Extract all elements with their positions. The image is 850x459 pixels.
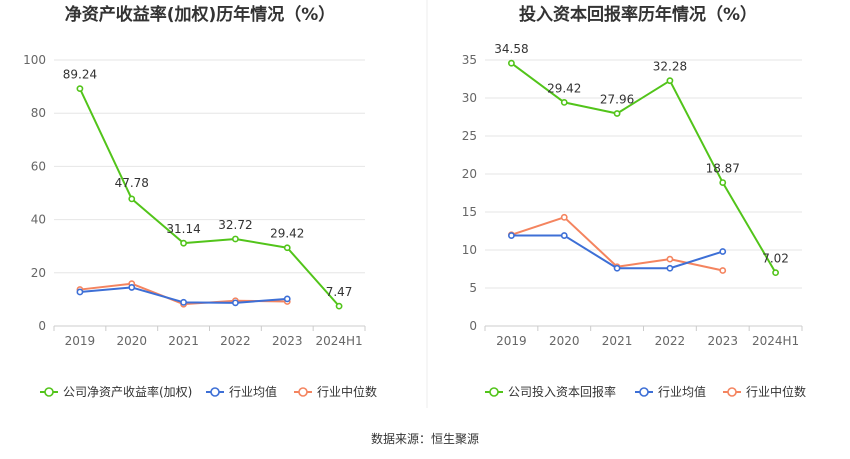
y-tick-label: 80 <box>31 106 46 120</box>
data-point <box>719 248 727 255</box>
data-point <box>719 179 727 186</box>
data-point <box>508 59 515 67</box>
x-tick-label: 2020 <box>116 334 147 348</box>
x-tick-label: 2024H1 <box>752 334 799 348</box>
chart-title: 净资产收益率(加权)历年情况（%） <box>65 4 336 25</box>
data-label: 31.14 <box>166 222 200 236</box>
data-point <box>666 264 674 272</box>
data-label: 29.42 <box>270 227 304 241</box>
data-point <box>128 195 136 203</box>
data-point <box>283 244 291 252</box>
x-tick-label: 2023 <box>272 334 303 348</box>
data-point <box>335 302 343 310</box>
legend-label: 行业均值 <box>229 384 277 399</box>
legend-swatch-marker <box>298 387 308 397</box>
x-tick-label: 2024H1 <box>315 334 362 348</box>
roe-chart: 净资产收益率(加权)历年情况（%） 0 20 40 60 80 100 2019 2020 202… <box>23 4 377 399</box>
data-point <box>283 295 291 303</box>
data-point <box>232 299 239 307</box>
data-point <box>180 298 187 306</box>
y-tick-label: 10 <box>462 243 477 257</box>
x-tick-label: 2021 <box>602 334 633 348</box>
roic-chart: 投入资本回报率历年情况（%） 0 5 10 15 20 25 30 35 2019 2020 2021… <box>462 4 806 399</box>
data-label: 32.28 <box>653 60 687 74</box>
data-point <box>76 85 84 93</box>
legend-swatch-marker <box>210 387 220 397</box>
y-tick-label: 25 <box>462 129 477 143</box>
legend-swatch-marker <box>727 387 737 397</box>
y-tick-label: 100 <box>23 53 46 67</box>
data-point <box>76 288 84 296</box>
legend-swatch-marker <box>489 387 499 397</box>
y-tick-label: 35 <box>462 53 477 67</box>
data-label: 47.78 <box>115 176 149 190</box>
x-tick-label: 2021 <box>168 334 199 348</box>
data-point <box>560 213 568 221</box>
legend-label: 行业中位数 <box>746 384 806 399</box>
y-tick-label: 5 <box>469 281 477 295</box>
data-label: 7.47 <box>326 285 353 299</box>
legend-label: 行业中位数 <box>317 384 377 399</box>
legend-swatch-marker <box>639 387 649 397</box>
legend-label: 行业均值 <box>658 384 706 399</box>
data-point <box>613 264 621 272</box>
data-point <box>666 77 674 85</box>
data-point <box>560 232 568 239</box>
y-tick-label: 30 <box>462 91 477 105</box>
series-line <box>79 88 340 307</box>
y-tick-label: 20 <box>31 266 46 280</box>
data-label: 27.96 <box>600 93 634 107</box>
y-tick-label: 40 <box>31 213 46 227</box>
data-point <box>719 267 727 274</box>
legend-label: 公司净资产收益率(加权) <box>63 384 192 399</box>
x-tick-label: 2023 <box>707 334 738 348</box>
data-label: 89.24 <box>63 68 97 82</box>
data-label: 34.58 <box>494 42 528 56</box>
y-tick-label: 0 <box>38 319 46 333</box>
data-point <box>666 255 674 263</box>
data-point <box>180 239 187 247</box>
data-label: 7.02 <box>762 252 789 266</box>
data-point <box>772 269 779 277</box>
data-label: 29.42 <box>547 81 581 95</box>
series-line <box>510 62 777 274</box>
data-point <box>128 284 136 291</box>
y-tick-label: 15 <box>462 205 477 219</box>
x-tick-label: 2022 <box>655 334 686 348</box>
data-point <box>560 99 568 106</box>
chart-title: 投入资本回报率历年情况（%） <box>519 4 757 25</box>
data-label: 32.72 <box>218 218 252 232</box>
data-source-note: 数据来源：恒生聚源 <box>371 431 479 446</box>
legend-label: 公司投入资本回报率 <box>508 384 616 399</box>
data-point <box>232 235 239 243</box>
legend-swatch-marker <box>44 387 54 397</box>
y-tick-label: 60 <box>31 159 46 173</box>
data-point <box>508 232 515 239</box>
x-tick-label: 2022 <box>220 334 251 348</box>
x-tick-label: 2020 <box>549 334 580 348</box>
data-label: 18.87 <box>706 162 740 176</box>
y-tick-label: 20 <box>462 167 477 181</box>
data-point <box>613 110 621 117</box>
x-tick-label: 2019 <box>65 334 96 348</box>
x-tick-label: 2019 <box>496 334 527 348</box>
y-tick-label: 0 <box>469 319 477 333</box>
